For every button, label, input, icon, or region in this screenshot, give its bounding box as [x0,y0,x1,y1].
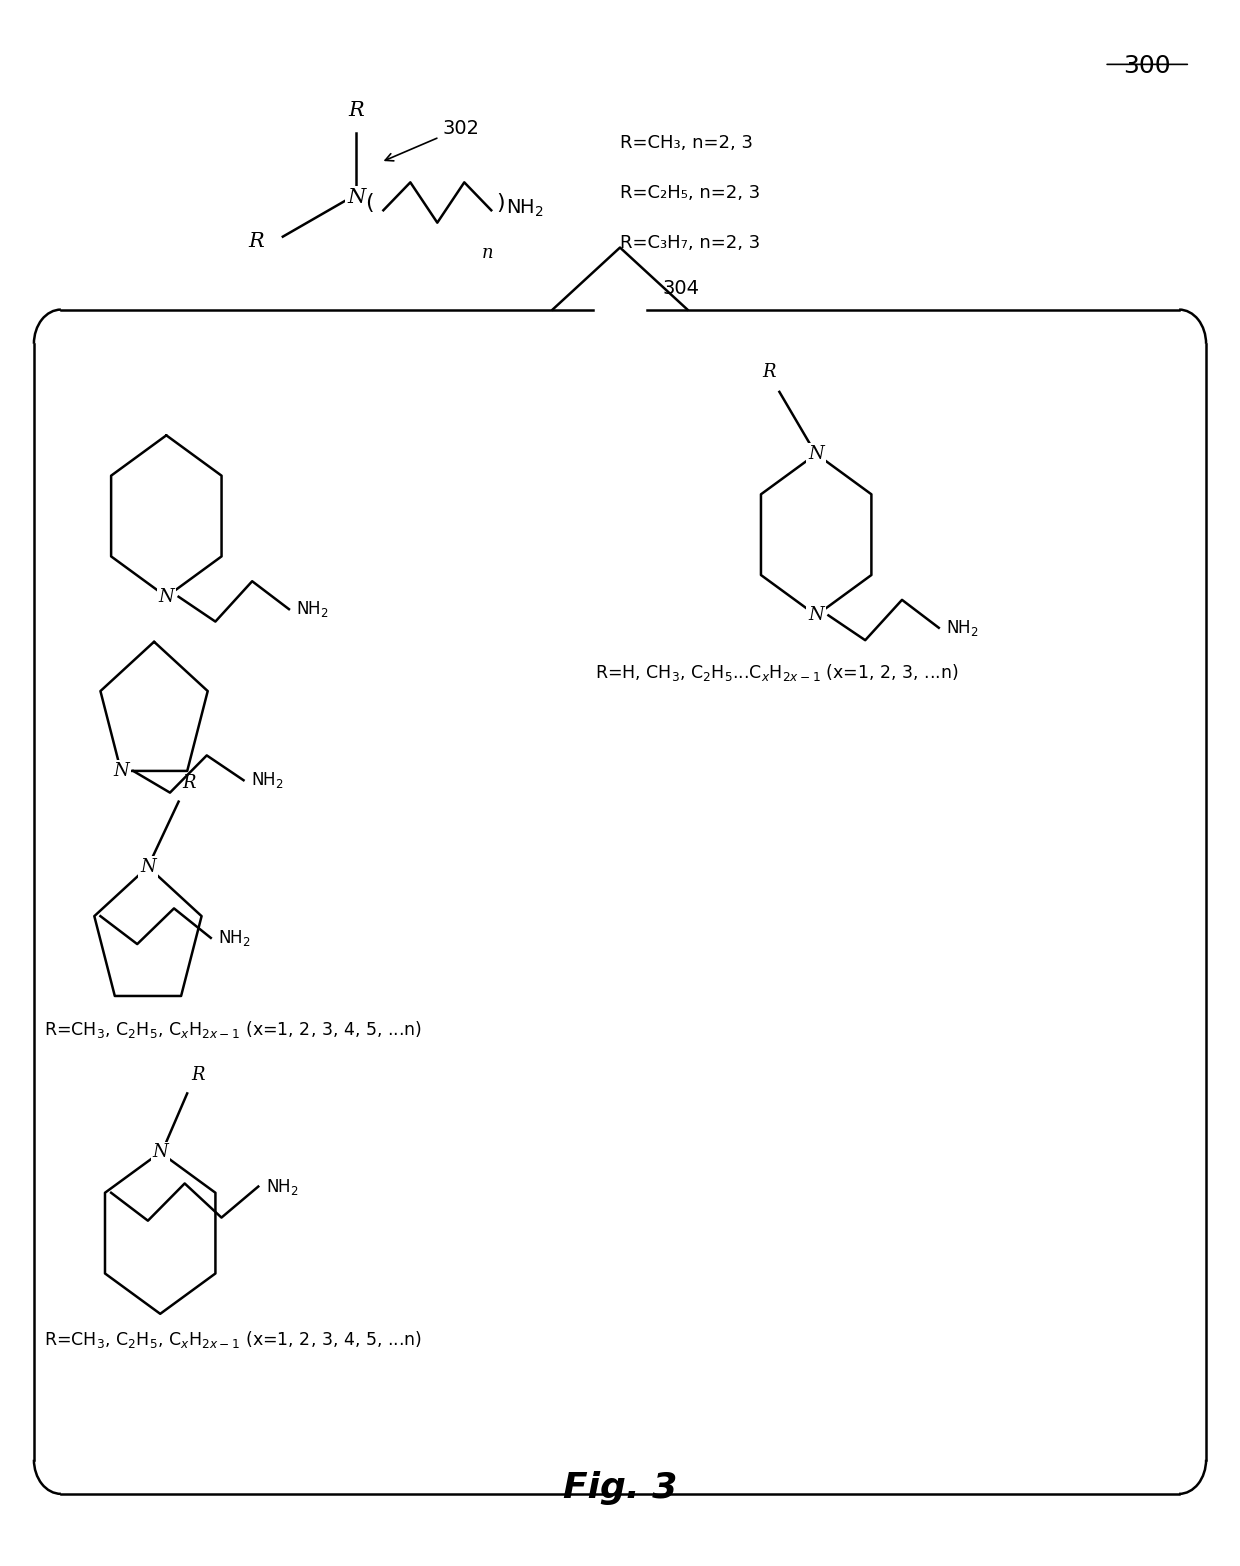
Text: 304: 304 [663,279,699,298]
Text: 302: 302 [386,119,479,161]
Text: N: N [113,763,129,780]
Text: N: N [808,606,825,625]
Text: N: N [808,445,825,464]
Text: NH$_2$: NH$_2$ [265,1176,299,1196]
Text: R=CH$_3$, C$_2$H$_5$, C$_x$H$_{2x-1}$ (x=1, 2, 3, 4, 5, ...n): R=CH$_3$, C$_2$H$_5$, C$_x$H$_{2x-1}$ (x… [43,1330,422,1350]
Text: R: R [182,774,196,792]
Text: (: ( [365,193,373,213]
Text: R=CH₃, n=2, 3: R=CH₃, n=2, 3 [620,135,753,152]
Text: R=H, CH$_3$, C$_2$H$_5$...C$_x$H$_{2x-1}$ (x=1, 2, 3, ...n): R=H, CH$_3$, C$_2$H$_5$...C$_x$H$_{2x-1}… [595,662,959,683]
Text: R: R [249,232,264,251]
Text: R=CH$_3$, C$_2$H$_5$, C$_x$H$_{2x-1}$ (x=1, 2, 3, 4, 5, ...n): R=CH$_3$, C$_2$H$_5$, C$_x$H$_{2x-1}$ (x… [43,1019,422,1040]
Text: NH$_2$: NH$_2$ [218,929,250,947]
Text: R=C₂H₅, n=2, 3: R=C₂H₅, n=2, 3 [620,183,760,202]
Text: R: R [763,363,776,381]
Text: NH$_2$: NH$_2$ [250,770,284,791]
Text: Fig. 3: Fig. 3 [563,1470,677,1505]
Text: N: N [347,188,366,207]
Text: R=C₃H₇, n=2, 3: R=C₃H₇, n=2, 3 [620,233,760,252]
Text: N: N [153,1143,169,1162]
Text: N: N [159,587,174,606]
Text: N: N [140,858,156,875]
Text: n: n [482,244,494,263]
Text: 300: 300 [1123,53,1171,77]
Text: NH$_2$: NH$_2$ [506,197,544,219]
Text: R: R [348,102,365,121]
Text: NH$_2$: NH$_2$ [946,619,978,637]
Text: NH$_2$: NH$_2$ [296,600,329,619]
Text: ): ) [496,193,505,213]
Text: R: R [191,1066,205,1084]
